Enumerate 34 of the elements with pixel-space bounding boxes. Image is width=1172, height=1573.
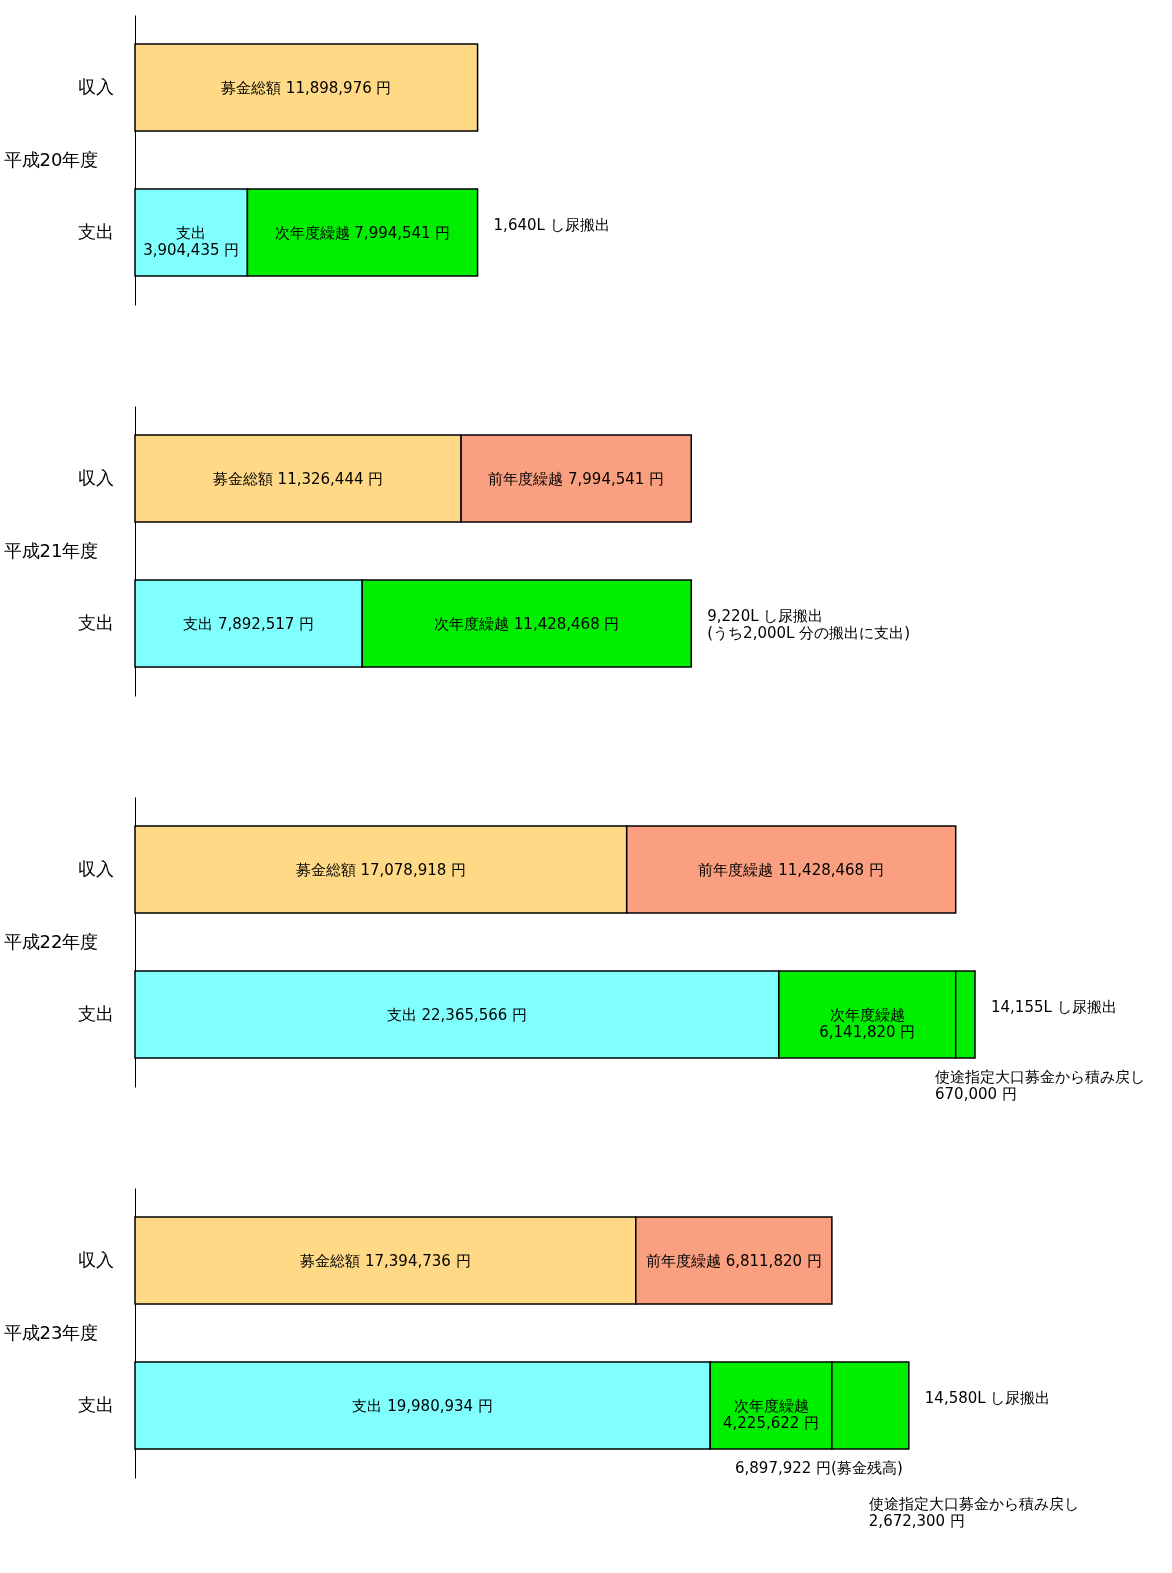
y-tick-label: 支出 (77, 611, 114, 633)
annotation: 6,897,922 円(募金残高) (735, 1458, 903, 1477)
y-tick-label: 収入 (77, 466, 114, 488)
y-tick-label: 収入 (77, 857, 114, 879)
annotation: 9,220L し尿搬出 (うち2,000L 分の搬出に支出) (707, 606, 911, 642)
data-label: 募金総額 11,898,976 円 (221, 78, 392, 97)
y-tick-label: 収入 (77, 75, 114, 97)
data-label: 次年度繰越 7,994,541 円 (274, 223, 451, 242)
y-axis-title: 平成22年度 (3, 930, 99, 952)
data-label: 支出 7,892,517 円 (183, 614, 315, 633)
y-tick-label: 支出 (77, 220, 114, 242)
data-label: 支出 19,980,934 円 (352, 1396, 493, 1415)
data-label: 募金総額 11,326,444 円 (212, 469, 384, 488)
data-label: 前年度繰越 11,428,468 円 (698, 860, 884, 879)
annotation: 14,580L し尿搬出 (924, 1388, 1051, 1407)
data-label: 支出 3,904,435 円 (143, 223, 240, 259)
y-tick-label: 支出 (77, 1002, 114, 1024)
y-axis-title: 平成21年度 (3, 539, 99, 561)
y-tick-label: 支出 (77, 1393, 114, 1415)
annotation: 1,640L し尿搬出 (493, 215, 610, 234)
data-label: 次年度繰越 6,141,820 円 (819, 1005, 916, 1041)
data-label: 次年度繰越 4,225,622 円 (723, 1396, 820, 1432)
annotation: 使途指定大口募金から積み戻し 670,000 円 (935, 1067, 1145, 1103)
data-label: 前年度繰越 7,994,541 円 (488, 469, 665, 488)
annotation: 14,155L し尿搬出 (991, 997, 1117, 1016)
data-label: 支出 22,365,566 円 (386, 1005, 528, 1024)
text: 使途指定大口募金から積み戻し 2,672,300 円 (868, 1494, 1079, 1530)
y-axis-title: 平成20年度 (3, 148, 99, 170)
y-tick-label: 収入 (77, 1248, 114, 1270)
data-label: 前年度繰越 6,811,820 円 (645, 1251, 822, 1270)
data-label: 募金総額 17,394,736 円 (300, 1251, 471, 1270)
data-label: 次年度繰越 11,428,468 円 (434, 614, 620, 633)
y-axis-title: 平成23年度 (3, 1321, 99, 1343)
data-label: 募金総額 17,078,918 円 (295, 860, 467, 879)
